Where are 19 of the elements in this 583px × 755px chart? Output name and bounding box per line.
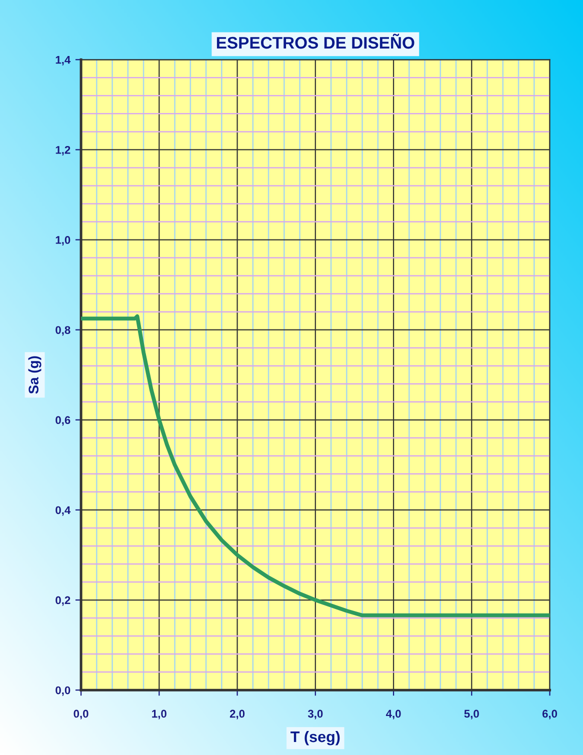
x-tick-label: 0,0: [74, 710, 88, 720]
y-tick-label: 0,4: [56, 506, 71, 516]
x-axis-title: T (seg): [290, 730, 340, 746]
x-tick-label: 2,0: [230, 710, 245, 720]
x-tick-label: 1,0: [152, 710, 166, 720]
x-tick-label: 3,0: [308, 710, 323, 720]
x-tick-label: 5,0: [464, 710, 479, 720]
y-axis-title: Sa (g): [28, 356, 42, 394]
y-tick-label: 0,2: [56, 596, 70, 606]
y-tick-label: 1,2: [56, 146, 70, 156]
line-series: [81, 314, 550, 618]
y-tick-label: 0,6: [56, 416, 70, 426]
y-tick-label: 1,0: [56, 236, 70, 246]
x-tick-label: 4,0: [386, 710, 401, 720]
chart-title: ESPECTROS DE DISEÑO: [216, 34, 414, 49]
x-tick-label: 6,0: [542, 710, 558, 720]
y-tick-label: 0,0: [56, 686, 70, 696]
y-tick-label: 0,8: [56, 326, 70, 336]
y-tick-label: 1,4: [56, 56, 71, 66]
